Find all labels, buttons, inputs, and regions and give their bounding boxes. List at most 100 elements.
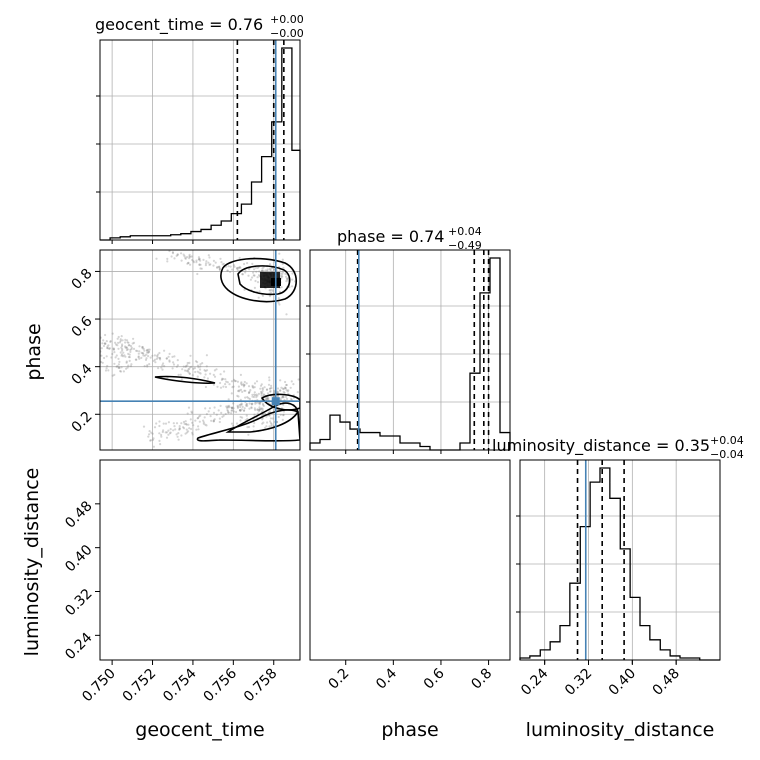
sample-point <box>425 604 427 606</box>
sample-point <box>277 594 279 596</box>
sample-point <box>312 553 314 555</box>
sample-point <box>483 591 485 593</box>
sample-point <box>195 259 198 262</box>
sample-point <box>258 270 261 273</box>
sample-point <box>484 571 486 573</box>
sample-point <box>108 347 111 350</box>
sample-point <box>486 572 488 574</box>
sample-point <box>155 354 159 357</box>
sample-point <box>261 508 263 510</box>
sample-point <box>261 422 264 425</box>
sample-point <box>380 560 382 562</box>
sample-point <box>388 601 390 603</box>
sample-point <box>256 547 258 549</box>
sample-point <box>376 589 378 591</box>
sample-point <box>342 585 344 587</box>
sample-point <box>251 262 254 265</box>
sample-point <box>194 360 198 363</box>
sample-point <box>253 413 256 416</box>
sample-point <box>239 403 242 406</box>
sample-point <box>119 339 122 342</box>
sample-point <box>230 392 233 395</box>
sample-point <box>116 344 119 347</box>
sample-point <box>359 556 361 558</box>
sample-point <box>282 631 284 633</box>
sample-point <box>497 489 499 491</box>
sample-point <box>291 576 293 578</box>
sample-point <box>258 403 261 406</box>
sample-point <box>516 538 518 540</box>
sample-point <box>516 553 518 555</box>
sample-point <box>278 612 280 614</box>
sample-point <box>235 410 238 414</box>
sample-point <box>321 583 323 585</box>
sample-point <box>152 571 154 573</box>
sample-point <box>236 569 238 571</box>
sample-point <box>131 608 133 610</box>
sample-point <box>268 267 271 271</box>
sample-point <box>240 403 243 406</box>
sample-point <box>484 559 486 561</box>
sample-point <box>143 349 146 352</box>
sample-point <box>250 402 253 405</box>
sample-point <box>306 449 308 451</box>
sample-point <box>457 617 459 619</box>
sample-point <box>154 565 156 567</box>
sample-point <box>251 574 253 576</box>
sample-point <box>498 566 500 568</box>
sample-point <box>129 615 131 617</box>
sample-point <box>175 585 177 587</box>
sample-point <box>274 600 276 602</box>
sample-point <box>255 558 257 560</box>
sample-point <box>260 517 262 519</box>
sample-point <box>85 576 87 578</box>
sample-point <box>350 568 352 570</box>
sample-point <box>328 537 330 539</box>
sample-point <box>290 573 292 575</box>
x-tick-label: 0.48 <box>650 666 683 699</box>
sample-point <box>189 366 192 369</box>
sample-point <box>267 476 269 478</box>
sample-point <box>474 648 476 650</box>
sample-point <box>199 372 202 375</box>
sample-point <box>459 559 461 561</box>
sample-point <box>473 511 475 513</box>
sample-point <box>226 405 229 408</box>
sample-point <box>296 558 298 560</box>
panels-layer: 0.750 0.752 0.754 0.756 0.758 0.2 0.4 0.6 0.8 0.2… <box>62 39 721 705</box>
sample-point <box>377 621 379 623</box>
sample-point <box>496 554 498 556</box>
sample-point <box>231 268 234 271</box>
sample-point <box>190 427 193 431</box>
sample-point <box>252 510 254 512</box>
sample-point <box>479 561 481 563</box>
sample-point <box>256 541 258 543</box>
sample-point <box>197 425 200 428</box>
sample-point <box>363 556 365 558</box>
sample-point <box>197 258 200 261</box>
hist-panel-phase <box>306 250 511 454</box>
sample-point <box>414 619 416 621</box>
sample-point <box>343 603 345 605</box>
sample-point <box>198 371 201 374</box>
sample-point <box>263 548 265 550</box>
sample-point <box>489 578 491 580</box>
sample-point <box>258 588 260 590</box>
sample-point <box>261 402 264 405</box>
sample-point <box>228 566 230 568</box>
sample-point <box>262 266 265 269</box>
sample-point <box>488 538 490 540</box>
sample-point <box>247 577 249 579</box>
sample-point <box>140 541 142 543</box>
sample-point <box>273 268 276 271</box>
sample-point <box>463 526 465 528</box>
sample-point <box>286 473 288 475</box>
sample-point <box>276 610 278 612</box>
sample-point <box>137 610 139 612</box>
sample-point <box>312 590 314 592</box>
sample-point <box>128 353 131 356</box>
sample-point <box>220 570 222 572</box>
sample-point <box>260 560 262 562</box>
sample-point <box>164 620 166 622</box>
sample-point <box>318 582 320 584</box>
